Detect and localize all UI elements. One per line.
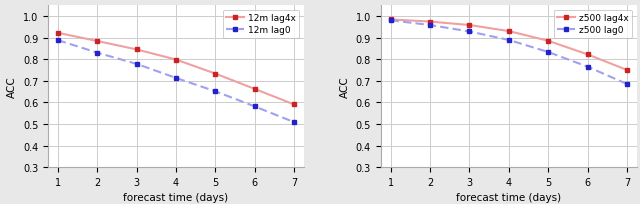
12m lag4x [251, 88, 259, 91]
Line: z500 lag0: z500 lag0 [388, 19, 629, 87]
z500 lag0 [623, 83, 631, 86]
12m lag4x [172, 59, 180, 61]
z500 lag0 [426, 25, 434, 27]
Y-axis label: ACC: ACC [340, 76, 350, 98]
z500 lag4x [387, 19, 394, 22]
z500 lag4x [545, 40, 552, 43]
Y-axis label: ACC: ACC [7, 76, 17, 98]
z500 lag4x [505, 31, 513, 33]
X-axis label: forecast time (days): forecast time (days) [124, 192, 228, 202]
z500 lag4x [465, 25, 473, 27]
12m lag4x [291, 104, 298, 106]
z500 lag4x [584, 54, 591, 56]
z500 lag4x [426, 21, 434, 24]
12m lag0 [172, 77, 180, 80]
z500 lag0 [545, 52, 552, 54]
12m lag0 [54, 40, 61, 42]
z500 lag4x [623, 69, 631, 72]
z500 lag0 [505, 40, 513, 42]
Line: 12m lag4x: 12m lag4x [56, 31, 296, 107]
12m lag4x [93, 41, 101, 43]
Line: z500 lag4x: z500 lag4x [388, 18, 629, 73]
12m lag4x [132, 49, 140, 51]
z500 lag0 [584, 66, 591, 69]
12m lag0 [93, 52, 101, 55]
12m lag4x [212, 73, 220, 75]
12m lag0 [291, 121, 298, 124]
z500 lag0 [465, 31, 473, 34]
12m lag4x [54, 32, 61, 35]
12m lag0 [212, 91, 220, 93]
z500 lag0 [387, 20, 394, 22]
12m lag0 [132, 63, 140, 66]
Line: 12m lag0: 12m lag0 [56, 39, 296, 125]
X-axis label: forecast time (days): forecast time (days) [456, 192, 561, 202]
Legend: 12m lag4x, 12m lag0: 12m lag4x, 12m lag0 [223, 11, 300, 38]
Legend: z500 lag4x, z500 lag0: z500 lag4x, z500 lag0 [554, 11, 632, 38]
12m lag0 [251, 106, 259, 108]
